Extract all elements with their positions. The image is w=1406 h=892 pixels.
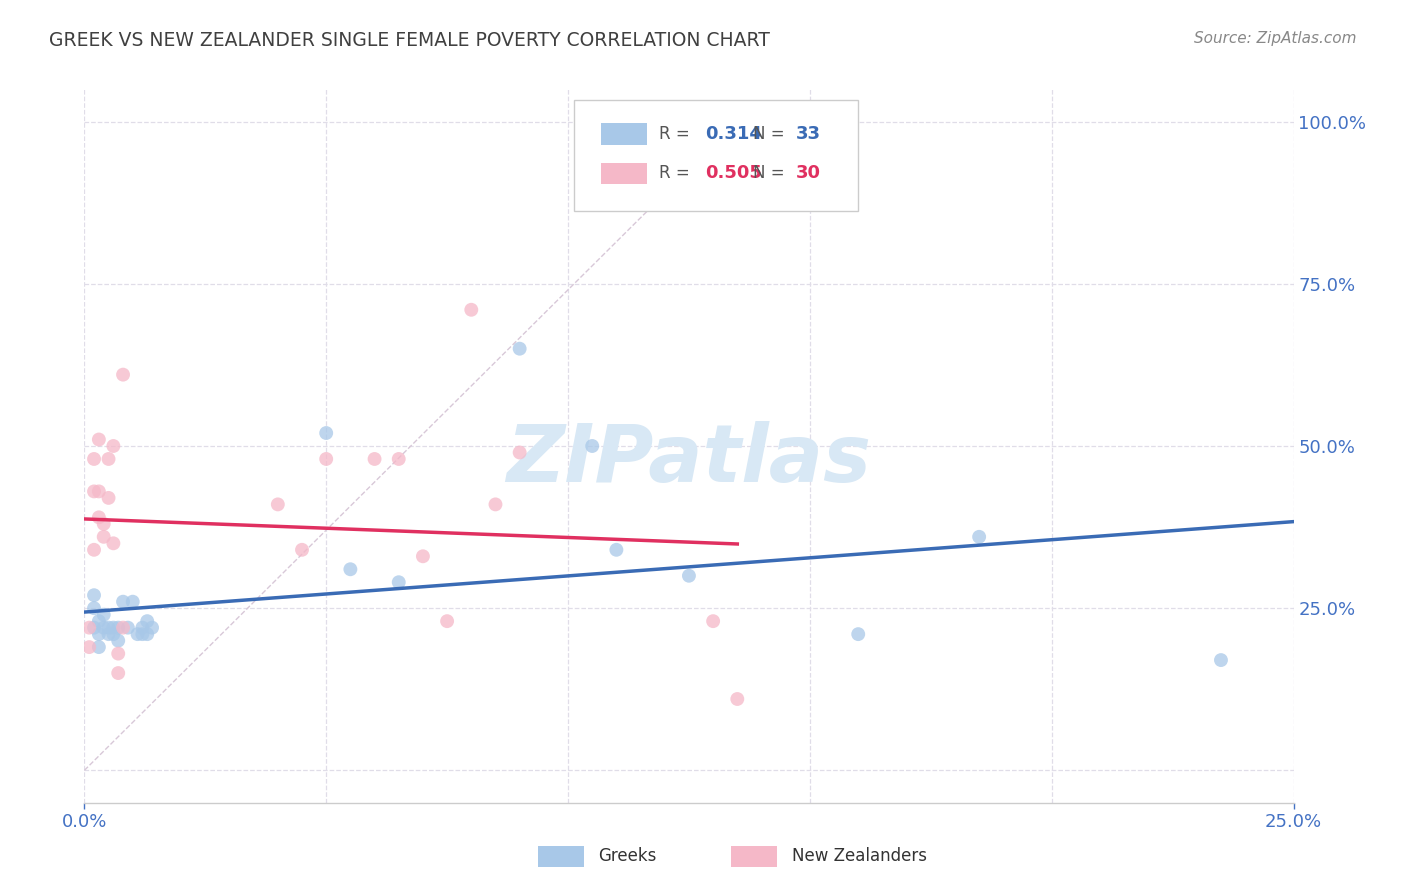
- Point: [87, 614, 110, 628]
- Point: [678, 568, 700, 582]
- Point: [77, 621, 100, 635]
- Text: GREEK VS NEW ZEALANDER SINGLE FEMALE POVERTY CORRELATION CHART: GREEK VS NEW ZEALANDER SINGLE FEMALE POV…: [49, 31, 770, 50]
- Point: [363, 452, 385, 467]
- Point: [127, 627, 149, 641]
- Point: [83, 484, 105, 499]
- Point: [315, 452, 337, 467]
- Point: [581, 439, 603, 453]
- FancyBboxPatch shape: [600, 123, 647, 145]
- Point: [509, 445, 531, 459]
- FancyBboxPatch shape: [731, 846, 778, 867]
- Point: [509, 342, 531, 356]
- Point: [97, 452, 120, 467]
- Point: [77, 640, 100, 654]
- Point: [141, 621, 163, 635]
- Point: [112, 595, 135, 609]
- Point: [136, 614, 159, 628]
- Point: [291, 542, 314, 557]
- Point: [97, 627, 120, 641]
- Point: [107, 633, 129, 648]
- Point: [83, 542, 105, 557]
- Point: [83, 588, 105, 602]
- Point: [107, 647, 129, 661]
- Point: [460, 302, 482, 317]
- FancyBboxPatch shape: [574, 100, 858, 211]
- Point: [93, 607, 115, 622]
- Point: [967, 530, 990, 544]
- Point: [112, 368, 135, 382]
- Point: [846, 627, 869, 641]
- Point: [702, 614, 724, 628]
- Point: [136, 627, 159, 641]
- Point: [131, 621, 153, 635]
- Point: [605, 542, 627, 557]
- Text: 30: 30: [796, 164, 820, 182]
- FancyBboxPatch shape: [538, 846, 583, 867]
- Point: [388, 575, 411, 590]
- Point: [87, 640, 110, 654]
- Point: [107, 621, 129, 635]
- Point: [388, 452, 411, 467]
- Point: [87, 510, 110, 524]
- Text: Source: ZipAtlas.com: Source: ZipAtlas.com: [1194, 31, 1357, 46]
- Point: [103, 621, 125, 635]
- Point: [121, 595, 143, 609]
- Point: [83, 452, 105, 467]
- Point: [83, 621, 105, 635]
- Text: New Zealanders: New Zealanders: [792, 847, 927, 865]
- Point: [97, 621, 120, 635]
- Point: [87, 627, 110, 641]
- Point: [131, 627, 153, 641]
- Point: [339, 562, 361, 576]
- Point: [117, 621, 139, 635]
- Point: [267, 497, 290, 511]
- Point: [412, 549, 434, 564]
- Text: R =: R =: [659, 125, 695, 143]
- Text: 33: 33: [796, 125, 820, 143]
- Text: Greeks: Greeks: [599, 847, 657, 865]
- Text: ZIPatlas: ZIPatlas: [506, 421, 872, 500]
- FancyBboxPatch shape: [600, 162, 647, 184]
- Point: [93, 621, 115, 635]
- Point: [484, 497, 506, 511]
- Point: [93, 530, 115, 544]
- Text: 0.505: 0.505: [704, 164, 762, 182]
- Text: 0.314: 0.314: [704, 125, 762, 143]
- Point: [436, 614, 458, 628]
- Point: [93, 516, 115, 531]
- Point: [107, 666, 129, 681]
- Point: [103, 627, 125, 641]
- Text: N =: N =: [754, 125, 790, 143]
- Point: [725, 692, 748, 706]
- Point: [87, 484, 110, 499]
- Text: R =: R =: [659, 164, 695, 182]
- Point: [83, 601, 105, 615]
- Point: [97, 491, 120, 505]
- Point: [112, 621, 135, 635]
- Text: N =: N =: [754, 164, 790, 182]
- Point: [103, 536, 125, 550]
- Point: [315, 425, 337, 440]
- Point: [87, 433, 110, 447]
- Point: [103, 439, 125, 453]
- Point: [1209, 653, 1232, 667]
